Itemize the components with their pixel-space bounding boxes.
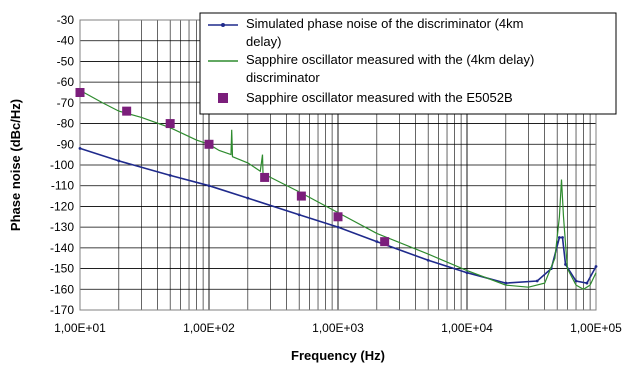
x-tick-label: 1,00E+02 (183, 321, 235, 335)
y-axis-tick-labels: -30 -40 -50 -60 -70 -80 -90 -100 -110 -120 -130 -14… (50, 13, 74, 317)
simulated-point (168, 173, 172, 177)
y-tick-label: -120 (50, 199, 74, 213)
legend-label: Sapphire oscillator measured with the (4… (246, 52, 534, 67)
simulated-point (207, 184, 211, 188)
simulated-point (117, 159, 121, 163)
legend-simulated-marker (221, 23, 225, 27)
y-tick-label: -70 (57, 96, 75, 110)
x-axis-title: Frequency (Hz) (291, 348, 385, 363)
legend-label: Simulated phase noise of the discriminat… (246, 16, 523, 31)
e5052b-point (75, 88, 85, 97)
y-tick-label: -90 (57, 137, 75, 151)
e5052b-point (122, 106, 132, 116)
simulated-point (557, 236, 561, 239)
y-tick-label: -110 (51, 179, 74, 193)
x-tick-label: 1,00E+03 (312, 321, 364, 335)
e5052b-point (260, 172, 270, 182)
x-axis-tick-labels: 1,00E+01 1,00E+02 1,00E+03 1,00E+04 1,00E+05 (54, 321, 622, 335)
y-tick-label: -150 (50, 262, 74, 276)
simulated-point (535, 279, 539, 283)
y-tick-label: -80 (57, 117, 75, 131)
legend-e5052b-marker (218, 93, 228, 103)
y-tick-label: -60 (57, 75, 75, 89)
simulated-point (297, 213, 301, 217)
x-tick-label: 1,00E+04 (441, 321, 493, 335)
y-tick-label: -30 (57, 13, 75, 27)
simulated-point (78, 147, 82, 150)
y-tick-label: -50 (57, 54, 75, 68)
legend-label: discriminator (246, 70, 320, 85)
legend: Simulated phase noise of the discriminat… (199, 12, 617, 115)
legend-label: Sapphire oscillator measured with the E5… (246, 90, 513, 105)
e5052b-point (333, 212, 343, 222)
x-tick-label: 1,00E+05 (570, 321, 622, 335)
y-tick-label: -140 (50, 241, 74, 255)
e5052b-point (296, 191, 306, 201)
simulated-point (585, 281, 589, 285)
simulated-point (504, 281, 508, 285)
x-tick-label: 1,00E+01 (54, 321, 106, 335)
simulated-point (594, 265, 598, 268)
legend-label: delay) (246, 34, 281, 49)
series-layer (75, 88, 598, 290)
e5052b-point (380, 237, 390, 247)
simulated-point (426, 258, 430, 262)
y-tick-label: -170 (50, 303, 74, 317)
simulated-point (336, 225, 340, 229)
e5052b-point (165, 119, 175, 129)
e5052b-point (204, 139, 214, 149)
simulated-point (246, 196, 250, 200)
simulated-point (564, 263, 567, 266)
y-tick-label: -160 (50, 282, 74, 296)
y-axis-title: Phase noise (dBc/Hz) (8, 99, 23, 231)
simulated-point (561, 236, 564, 239)
simulated-point (465, 271, 469, 275)
simulated-point (375, 240, 379, 244)
y-tick-label: -40 (57, 34, 75, 48)
y-tick-label: -100 (50, 158, 74, 172)
simulated-point (574, 279, 578, 283)
y-tick-label: -130 (50, 220, 74, 234)
